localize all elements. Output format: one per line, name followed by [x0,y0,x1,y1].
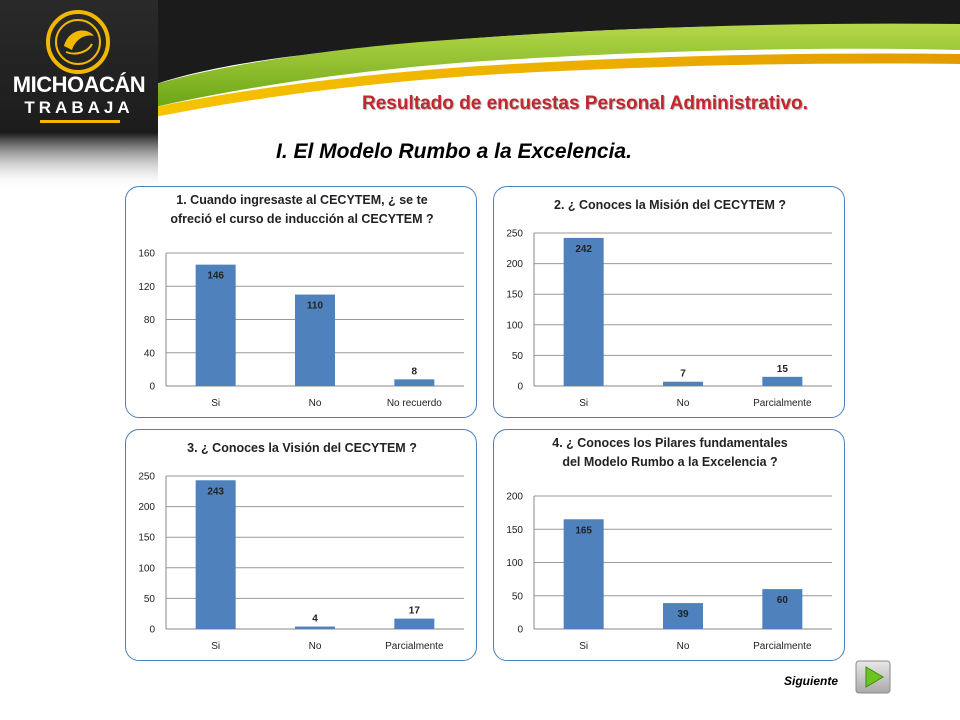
x-tick-label: Si [579,641,588,652]
chart-svg: 0 50 100 150 200 165 Si 39 No 60 Parcialmente [506,492,832,652]
logo-background [0,0,158,190]
x-tick-label: Parcialmente [385,641,444,652]
y-tick-label: 50 [512,591,524,602]
x-tick-label: Si [211,641,220,652]
y-tick-label: 0 [517,382,523,393]
data-label: 8 [412,366,418,377]
y-tick-label: 100 [138,563,155,574]
y-tick-label: 100 [506,320,523,331]
next-button[interactable] [855,660,891,694]
y-tick-label: 80 [144,315,156,326]
chart-svg: 0 40 80 120 160 146 Si 110 No 8 No recuerdo [138,249,464,409]
y-tick-label: 150 [506,290,523,301]
data-label: 4 [312,614,318,625]
x-tick-label: No [309,398,322,409]
next-label: Siguiente [784,674,839,688]
y-tick-label: 120 [138,282,155,293]
data-label: 242 [575,244,592,255]
data-label: 110 [307,301,324,312]
y-tick-label: 100 [506,558,523,569]
logo-underline [40,120,120,123]
y-tick-label: 50 [512,351,524,362]
y-tick-label: 200 [138,502,155,513]
bar [663,381,703,386]
chart-title-line: ofreció el curso de inducción al CECYTEM… [170,212,434,226]
chart-title: 4. ¿ Conoces los Pilares fundamentales de… [494,434,846,472]
bar [295,626,335,629]
chart-title: 2. ¿ Conoces la Misión del CECYTEM ? [494,196,846,215]
y-tick-label: 200 [506,492,523,503]
x-tick-label: Parcialmente [753,641,812,652]
data-label: 7 [680,369,686,380]
chart-title-line: 3. ¿ Conoces la Visión del CECYTEM ? [187,441,417,455]
x-tick-label: Si [579,398,588,409]
section-title: I. El Modelo Rumbo a la Excelencia. [276,140,632,163]
header-dark-band [0,0,960,86]
bar [195,264,236,386]
bar [195,480,236,629]
x-tick-label: No [309,641,322,652]
y-tick-label: 50 [144,594,156,605]
page-title: Resultado de encuestas Personal Administ… [362,93,808,114]
data-label: 146 [207,271,224,282]
bar [762,376,803,386]
x-tick-label: No [677,641,690,652]
header-green-band [150,23,960,108]
y-tick-label: 0 [517,625,523,636]
y-tick-label: 0 [149,625,155,636]
y-tick-label: 250 [506,229,523,240]
bar [394,618,435,629]
y-tick-label: 150 [138,533,155,544]
x-tick-label: Si [211,398,220,409]
bar [762,589,803,629]
y-tick-label: 150 [506,525,523,536]
logo-text-michoacan: MICHOACÁN [12,72,146,97]
chart-panel-mision: 2. ¿ Conoces la Misión del CECYTEM ? 0 50 1… [493,186,845,418]
chart-svg: 0 50 100 150 200 250 243 Si 4 No 17 Parcialmente [138,472,464,652]
bar [295,294,335,386]
data-label: 39 [677,609,689,620]
data-label: 60 [777,595,789,606]
bar [394,379,435,386]
chart-title-line: 4. ¿ Conoces los Pilares fundamentales [552,436,788,450]
chart-svg: 0 50 100 150 200 250 242 Si 7 No 15 Parcialmente [506,229,832,409]
y-tick-label: 0 [149,382,155,393]
logo-panel: MICHOACÁN TRABAJA [0,0,158,190]
y-tick-label: 200 [506,259,523,270]
data-label: 165 [575,525,592,536]
chart-title-line: 2. ¿ Conoces la Misión del CECYTEM ? [554,198,786,212]
bar [563,519,604,629]
y-tick-label: 250 [138,472,155,483]
data-label: 15 [777,364,789,375]
logo-text-trabaja: TRABAJA [24,98,134,117]
data-label: 243 [207,486,224,497]
chart-panel-induccion: 1. Cuando ingresaste al CECYTEM, ¿ se te… [125,186,477,418]
header-gold-band [150,53,960,118]
chart-panel-pilares: 4. ¿ Conoces los Pilares fundamentales de… [493,429,845,661]
play-arrow-icon [865,666,884,688]
x-tick-label: No [677,398,690,409]
bar [663,603,703,629]
chart-panel-vision: 3. ¿ Conoces la Visión del CECYTEM ? 0 50 1… [125,429,477,661]
chart-title-line: 1. Cuando ingresaste al CECYTEM, ¿ se te [176,193,428,207]
header-banner [0,0,960,118]
data-label: 17 [409,606,421,617]
y-tick-label: 40 [144,348,156,359]
chart-title: 3. ¿ Conoces la Visión del CECYTEM ? [126,439,478,458]
logo-emblem-icon [46,10,110,74]
chart-title-line: del Modelo Rumbo a la Excelencia ? [562,455,778,469]
bar [563,237,604,386]
chart-title: 1. Cuando ingresaste al CECYTEM, ¿ se te… [126,191,478,229]
x-tick-label: Parcialmente [753,398,812,409]
x-tick-label: No recuerdo [387,398,442,409]
y-tick-label: 160 [138,249,155,260]
